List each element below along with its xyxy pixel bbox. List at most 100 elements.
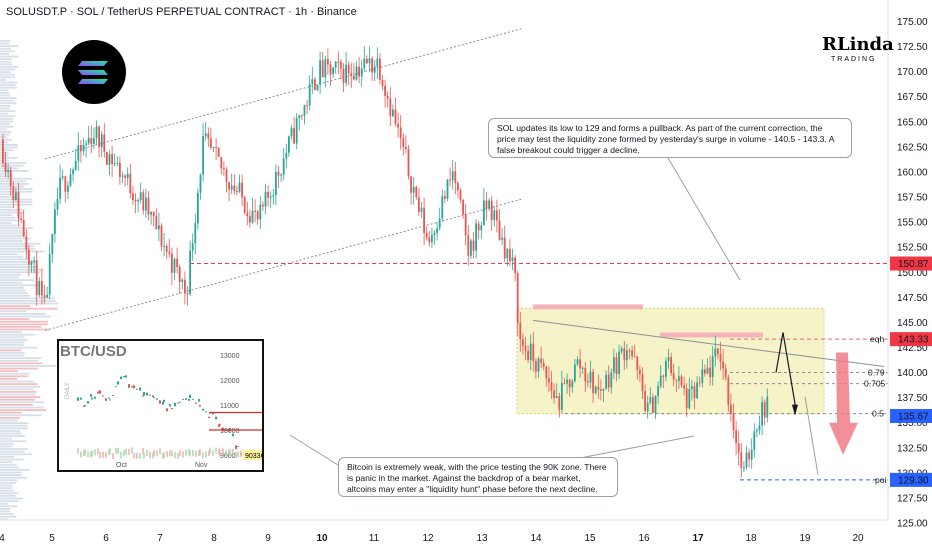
inset-volume-bar — [87, 451, 89, 458]
bear-candle — [106, 152, 108, 165]
bear-candle — [449, 179, 451, 181]
inset-volume-bar — [169, 450, 171, 457]
bear-candle — [327, 58, 329, 65]
time-tick-label: 6 — [103, 533, 109, 544]
bull-candle — [212, 147, 215, 149]
inset-volume-bar — [91, 450, 93, 457]
bear-candle — [641, 374, 644, 392]
volume-profile-bar — [0, 89, 9, 92]
volume-profile-bar — [0, 193, 14, 196]
bear-candle — [675, 379, 678, 381]
volume-profile-bar — [0, 47, 12, 50]
bear-candle — [358, 66, 360, 77]
inset-candle — [84, 404, 86, 407]
bear-candle — [64, 176, 67, 192]
volume-profile-bar — [0, 349, 22, 352]
bear-candle — [35, 260, 38, 296]
bull-candle — [69, 174, 72, 186]
volume-profile-bar — [0, 456, 15, 458]
volume-profile-bar — [0, 162, 26, 164]
bear-candle — [558, 395, 561, 410]
inset-volume-bar — [222, 448, 224, 455]
bull-candle — [126, 173, 129, 178]
bear-candle — [600, 389, 602, 391]
bear-candle — [12, 186, 15, 201]
inset-volume-bar — [115, 447, 117, 454]
bear-candle — [176, 258, 178, 268]
volume-profile-bar — [0, 131, 12, 133]
price-tick-label: 172.50 — [897, 42, 928, 53]
volume-profile-bar — [0, 92, 10, 94]
inset-volume-bar — [174, 452, 176, 459]
volume-profile-bar — [0, 510, 11, 513]
bear-candle — [397, 123, 399, 128]
bear-candle — [540, 358, 542, 364]
volume-profile-bar — [0, 203, 33, 206]
bull-candle — [620, 348, 623, 352]
volume-profile-bar — [0, 326, 42, 328]
inset-candle — [105, 398, 107, 401]
bear-candle — [472, 240, 475, 251]
volume-profile-bar — [0, 385, 41, 388]
bear-candle — [522, 339, 524, 346]
volume-profile-bar — [0, 502, 9, 505]
bear-candle — [584, 367, 587, 382]
volume-profile-bar — [0, 84, 16, 86]
bull-candle — [610, 372, 613, 388]
bull-candle — [145, 197, 147, 211]
inset-volume-bar — [215, 447, 217, 454]
bull-candle — [613, 357, 615, 373]
inset-candle — [219, 423, 221, 425]
bear-candle — [553, 390, 555, 398]
bear-candle — [719, 354, 722, 362]
volume-profile-bar — [0, 367, 38, 370]
volume-profile-bar — [0, 229, 23, 232]
bull-candle — [319, 60, 321, 85]
inset-candle — [188, 398, 190, 401]
inset-candle — [232, 433, 234, 437]
volume-profile-bar — [0, 97, 17, 99]
inset-volume-bar — [153, 450, 155, 457]
bear-candle — [535, 361, 537, 372]
volume-profile-bar — [0, 235, 26, 237]
bear-candle — [22, 219, 25, 237]
bear-candle — [698, 382, 701, 384]
inset-volume-bar — [146, 450, 148, 457]
volume-profile-bar — [0, 253, 18, 255]
volume-profile-bar — [0, 50, 15, 53]
inset-candle — [80, 397, 82, 400]
time-tick-label: 10 — [316, 533, 328, 544]
bear-candle — [717, 348, 719, 355]
bull-candle — [272, 195, 275, 197]
volume-profile-bar — [0, 307, 58, 310]
bear-candle — [225, 169, 228, 183]
volume-profile-bar — [0, 487, 13, 489]
volume-profile-bar — [0, 489, 14, 492]
bull-candle — [108, 153, 111, 165]
volume-profile-bar — [0, 68, 16, 71]
volume-profile-bar — [0, 102, 17, 105]
inset-candle — [229, 428, 231, 430]
bull-candle — [59, 177, 61, 199]
volume-profile-bar — [0, 474, 22, 476]
bear-candle — [467, 235, 470, 256]
bear-candle — [142, 192, 145, 211]
bear-candle — [129, 173, 132, 194]
inset-candle — [195, 402, 197, 404]
bull-candle — [61, 176, 64, 178]
volume-profile-bar — [0, 250, 45, 253]
bull-candle — [87, 137, 90, 144]
bear-candle — [119, 162, 121, 177]
volume-profile-bar — [0, 66, 19, 68]
price-tag-bg — [890, 472, 932, 487]
volume-profile-bar — [0, 461, 13, 463]
inset-volume-bar — [97, 448, 99, 455]
price-tag-label: 143.33 — [898, 335, 929, 346]
volume-profile-bar — [0, 60, 12, 63]
volume-profile-bar — [0, 224, 21, 227]
bull-candle — [363, 58, 366, 69]
price-tag: 143.33 — [890, 332, 932, 347]
bull-candle — [433, 232, 436, 235]
bull-candle — [589, 371, 592, 383]
